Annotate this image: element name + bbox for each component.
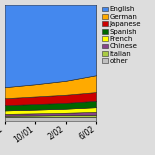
Legend: English, German, Japanese, Spanish, French, Chinese, Italian, other: English, German, Japanese, Spanish, Fren… — [101, 6, 142, 65]
